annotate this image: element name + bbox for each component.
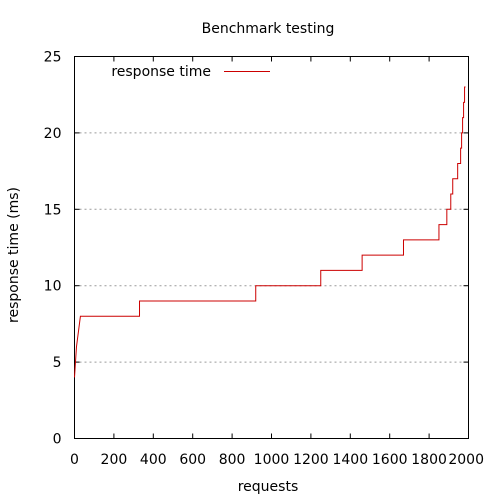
y-tick-label: 5 (53, 355, 62, 371)
y-tick-label: 25 (44, 50, 62, 66)
x-tick-labels: 0 200 400 600 800 1000 1200 1400 1600 1800 2000 (70, 452, 484, 468)
x-tick-label: 1600 (372, 452, 408, 468)
axis-ticks (74, 56, 469, 439)
legend: response time (111, 64, 270, 80)
y-tick-label: 10 (44, 279, 62, 295)
x-tick-label: 1000 (254, 452, 290, 468)
y-axis-label: response time (ms) (6, 187, 22, 323)
series-layer (74, 86, 466, 378)
x-tick-label: 0 (70, 452, 79, 468)
x-tick-label: 1200 (293, 452, 329, 468)
legend-label: response time (111, 64, 211, 80)
x-tick-label: 600 (179, 452, 206, 468)
chart-title: Benchmark testing (202, 21, 335, 37)
x-tick-label: 2000 (448, 452, 484, 468)
x-tick-label: 800 (219, 452, 246, 468)
y-tick-label: 0 (53, 432, 62, 448)
x-tick-label: 1800 (411, 452, 447, 468)
plot-frame (74, 56, 469, 439)
y-tick-label: 20 (44, 126, 62, 142)
x-tick-label: 1400 (332, 452, 368, 468)
x-axis-label: requests (238, 479, 299, 495)
series-line-response-time (74, 86, 466, 378)
x-tick-label: 200 (101, 452, 128, 468)
y-tick-labels: 0 5 10 15 20 25 (44, 50, 62, 448)
y-tick-label: 15 (44, 202, 62, 218)
y-grid (74, 132, 469, 363)
x-tick-label: 400 (140, 452, 167, 468)
